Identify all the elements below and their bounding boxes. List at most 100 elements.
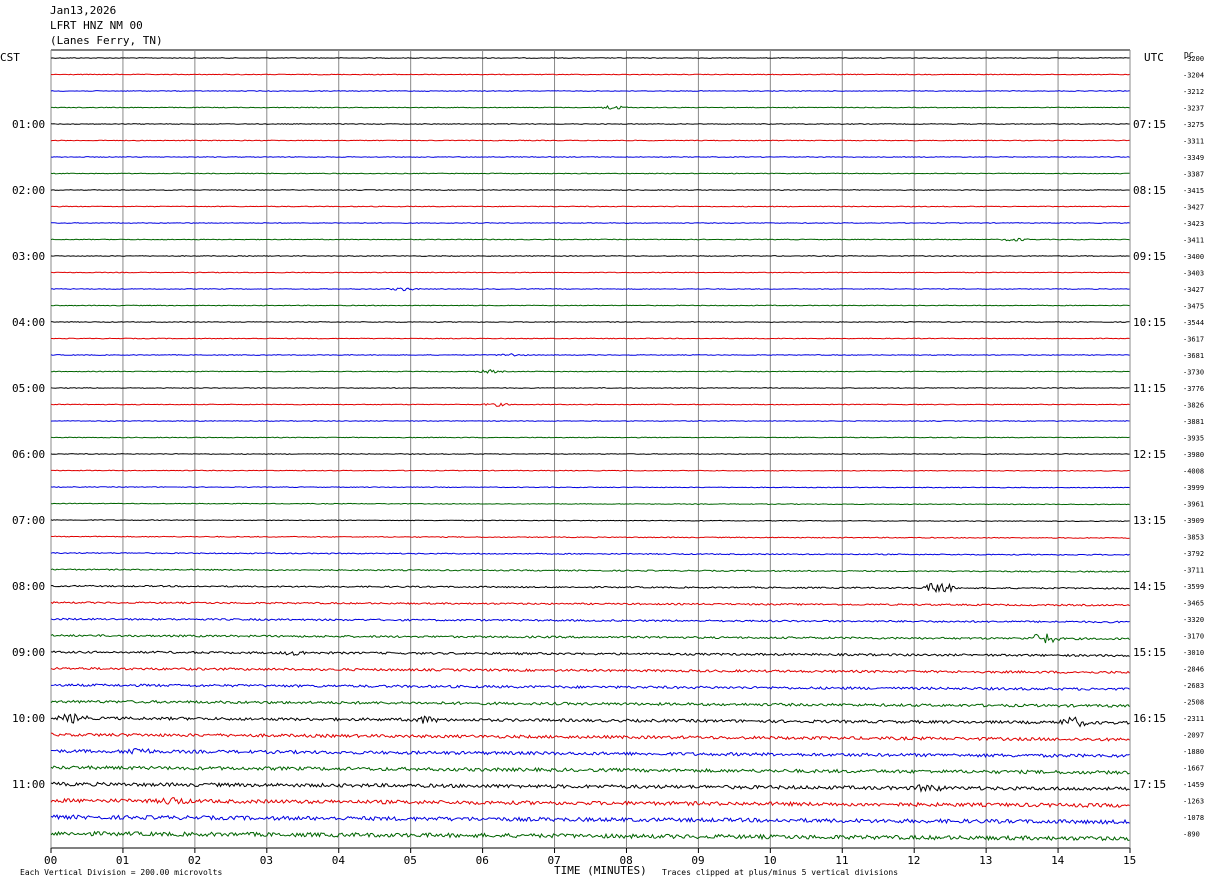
seismic-trace <box>50 781 1130 793</box>
seismic-trace <box>50 765 1130 775</box>
seismic-trace <box>50 189 1130 191</box>
seismic-trace <box>50 502 1130 506</box>
dc-offset-label: -3475 <box>1183 303 1204 311</box>
dc-offset-label: -1263 <box>1183 798 1204 806</box>
dc-offset-label: -3427 <box>1183 286 1204 294</box>
seismic-trace <box>50 139 1130 142</box>
right-hour-label: 07:15 <box>1133 118 1166 131</box>
x-tick-label: 12 <box>907 854 920 867</box>
x-tick-label: 14 <box>1051 854 1065 867</box>
dc-offset-label: -3237 <box>1183 105 1204 113</box>
dc-offset-label: -3681 <box>1183 352 1204 360</box>
seismic-trace <box>50 712 1130 728</box>
left-hour-label: 07:00 <box>12 514 45 527</box>
seismic-trace <box>50 337 1130 340</box>
axis-labels: CST UTC DC TIME (MINUTES) Each Vertical … <box>0 51 1204 877</box>
dc-offset-label: -3792 <box>1183 550 1204 558</box>
x-tick-label: 11 <box>835 854 848 867</box>
dc-offset-label: -3544 <box>1183 319 1204 327</box>
x-tick-label: 10 <box>763 854 776 867</box>
x-tick-label: 09 <box>691 854 704 867</box>
dc-offset-label: -3826 <box>1183 402 1204 410</box>
left-hour-label: 08:00 <box>12 580 45 593</box>
dc-offset-label: -3204 <box>1183 72 1204 80</box>
x-tick-label: 08 <box>619 854 632 867</box>
seismic-trace <box>50 797 1130 808</box>
left-hour-label: 09:00 <box>12 646 45 659</box>
seismic-trace <box>50 105 1130 110</box>
seismic-trace <box>50 519 1130 523</box>
seismic-trace <box>50 287 1130 292</box>
scale-note: Each Vertical Division = 200.00 microvol… <box>20 868 222 877</box>
dc-offset-label: -3349 <box>1183 154 1204 162</box>
seismic-trace <box>50 582 1130 594</box>
left-zone-label: CST <box>0 51 20 64</box>
dc-offset-label: -3170 <box>1183 633 1204 641</box>
dc-offset-label: -3423 <box>1183 220 1204 228</box>
dc-offset-label: -3853 <box>1183 534 1204 542</box>
seismic-trace <box>50 321 1130 323</box>
seismic-trace <box>50 172 1130 175</box>
seismic-trace <box>50 601 1130 607</box>
dc-offset-label: -2508 <box>1183 699 1204 707</box>
clip-note: Traces clipped at plus/minus 5 vertical … <box>662 868 898 877</box>
left-hour-label: 10:00 <box>12 712 45 725</box>
dc-offset-label: -1078 <box>1183 814 1204 822</box>
left-hour-label: 05:00 <box>12 382 45 395</box>
dc-offset-label: -3200 <box>1183 55 1204 63</box>
dc-offset-label: -3320 <box>1183 616 1204 624</box>
seismic-trace <box>50 814 1130 825</box>
dc-offset-label: -3711 <box>1183 567 1204 575</box>
dc-offset-label: -4008 <box>1183 468 1204 476</box>
seismic-trace <box>50 683 1130 691</box>
dc-offset-label: -3961 <box>1183 501 1204 509</box>
seismic-trace <box>50 535 1130 539</box>
dc-offset-label: -2846 <box>1183 666 1204 674</box>
dc-offset-label: -3403 <box>1183 270 1204 278</box>
dc-offset-label: -3599 <box>1183 583 1204 591</box>
dc-offset-label: -2097 <box>1183 732 1204 740</box>
seismic-trace <box>50 156 1130 158</box>
dc-offset-label: -2683 <box>1183 682 1204 690</box>
left-hour-label: 03:00 <box>12 250 45 263</box>
dc-offset-label: -1667 <box>1183 765 1204 773</box>
right-hour-label: 16:15 <box>1133 712 1166 725</box>
dc-offset-label: -3411 <box>1183 237 1204 245</box>
dc-offset-label: -3400 <box>1183 253 1204 261</box>
seismic-trace <box>50 123 1130 125</box>
seismic-trace <box>50 255 1130 257</box>
dc-offset-label: -3617 <box>1183 336 1204 344</box>
right-hour-label: 14:15 <box>1133 580 1166 593</box>
x-tick-label: 05 <box>404 854 417 867</box>
right-hour-label: 15:15 <box>1133 646 1166 659</box>
seismic-trace <box>50 353 1130 357</box>
x-tick-label: 07 <box>548 854 561 867</box>
plot-grid <box>50 49 1131 853</box>
dc-offset-label: -3999 <box>1183 484 1204 492</box>
dc-offset-label: -3909 <box>1183 517 1204 525</box>
x-tick-label: 02 <box>188 854 201 867</box>
dc-offset-label: -3881 <box>1183 418 1204 426</box>
left-hour-label: 02:00 <box>12 184 45 197</box>
helicorder-date: Jan13,2026 <box>50 4 117 17</box>
dc-offset-label: -3311 <box>1183 138 1204 146</box>
seismic-trace <box>50 387 1130 389</box>
seismic-trace <box>50 666 1130 674</box>
dc-offset-label: -3465 <box>1183 600 1204 608</box>
seismic-trace <box>50 304 1130 307</box>
dc-offset-label: -3935 <box>1183 435 1204 443</box>
dc-offset-label: -3776 <box>1183 385 1204 393</box>
seismic-trace <box>50 271 1130 274</box>
right-hour-label: 12:15 <box>1133 448 1166 461</box>
dc-offset-label: -1459 <box>1183 781 1204 789</box>
right-zone-label: UTC <box>1144 51 1164 64</box>
seismic-trace <box>50 453 1130 455</box>
trace-group <box>50 57 1130 842</box>
left-hour-label: 06:00 <box>12 448 45 461</box>
station-code: LFRT HNZ NM 00 <box>50 19 143 32</box>
dc-offset-label: -2311 <box>1183 715 1204 723</box>
dc-offset-label: -3212 <box>1183 88 1204 96</box>
seismic-trace <box>50 237 1130 242</box>
right-hour-label: 10:15 <box>1133 316 1166 329</box>
